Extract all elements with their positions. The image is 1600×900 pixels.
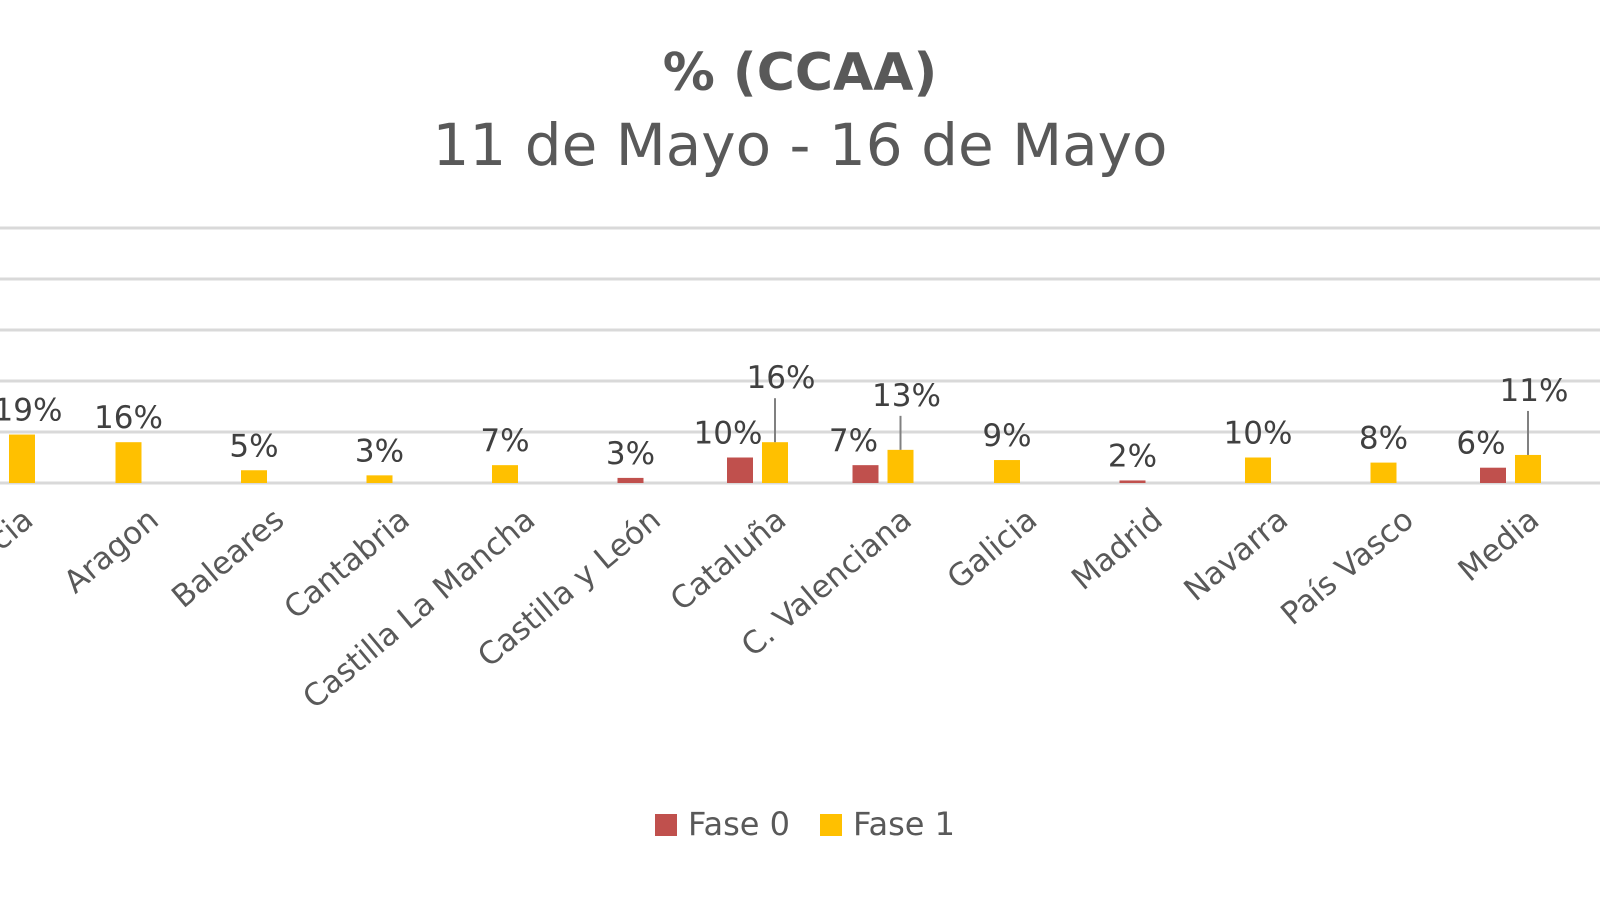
legend-swatch: [820, 814, 842, 836]
chart-subtitle: 11 de Mayo - 16 de Mayo: [433, 111, 1168, 179]
legend-label: Fase 1: [853, 805, 955, 843]
bar-fase-1: [1370, 462, 1397, 483]
category-label: País Vasco: [1274, 502, 1420, 633]
bar-fase-1: [241, 470, 267, 483]
data-label: 6%: [1456, 426, 1505, 462]
bar-fase-0: [1119, 480, 1146, 483]
category-label: Andalucia: [0, 502, 40, 628]
bar-fase-1: [887, 449, 914, 483]
data-label: 2%: [1108, 438, 1157, 474]
category-label: Madrid: [1065, 502, 1170, 598]
category-label: Castilla La Mancha: [296, 502, 542, 717]
bar-fase-1: [9, 434, 35, 483]
data-label: 13%: [872, 378, 941, 414]
data-label: 5%: [229, 428, 278, 464]
data-label: 7%: [829, 423, 878, 459]
data-label: 10%: [694, 416, 763, 452]
category-label: Cataluña: [664, 502, 793, 619]
data-label: 16%: [94, 400, 163, 436]
bar-fase-1: [1245, 457, 1271, 483]
category-labels: Andalucia Aragon BalearesCantabriaCastilla…: [0, 502, 1546, 717]
legend-label: Fase 0: [688, 805, 790, 843]
bar-fase-1: [115, 442, 142, 483]
legend-swatch: [655, 814, 677, 836]
category-label: Media: [1452, 502, 1546, 589]
data-label: 3%: [606, 436, 655, 472]
data-labels: 8%19%16%5%3%7%3%10%16%7%13%9%2%10%8%6%11…: [0, 360, 1568, 474]
data-label: 3%: [355, 433, 404, 469]
data-label: 9%: [982, 418, 1031, 454]
category-label: Baleares: [165, 502, 291, 616]
category-label: Aragon: [57, 502, 165, 601]
category-label: Navarra: [1177, 502, 1295, 609]
bar-fase-0: [727, 457, 753, 483]
bar-fase-1: [492, 465, 518, 483]
data-label: 7%: [480, 423, 529, 459]
chart-title: % (CCAA): [663, 43, 938, 103]
category-label: Galicia: [941, 502, 1045, 597]
bar-fase-0: [1480, 467, 1506, 483]
data-label: 19%: [0, 393, 62, 429]
bar-fase-1: [994, 460, 1020, 483]
bar-fase-0: [852, 465, 879, 483]
data-label: 10%: [1224, 416, 1293, 452]
data-label: 11%: [1500, 373, 1569, 409]
legend: Fase 0 Fase 1: [655, 805, 955, 843]
data-label: 16%: [747, 360, 816, 396]
bars: [9, 434, 1541, 483]
bar-fase-1: [1515, 454, 1541, 483]
bar-fase-1: [366, 475, 393, 483]
data-label: 8%: [1359, 421, 1408, 457]
bar-fase-1: [762, 442, 788, 483]
bar-fase-0: [617, 477, 644, 483]
